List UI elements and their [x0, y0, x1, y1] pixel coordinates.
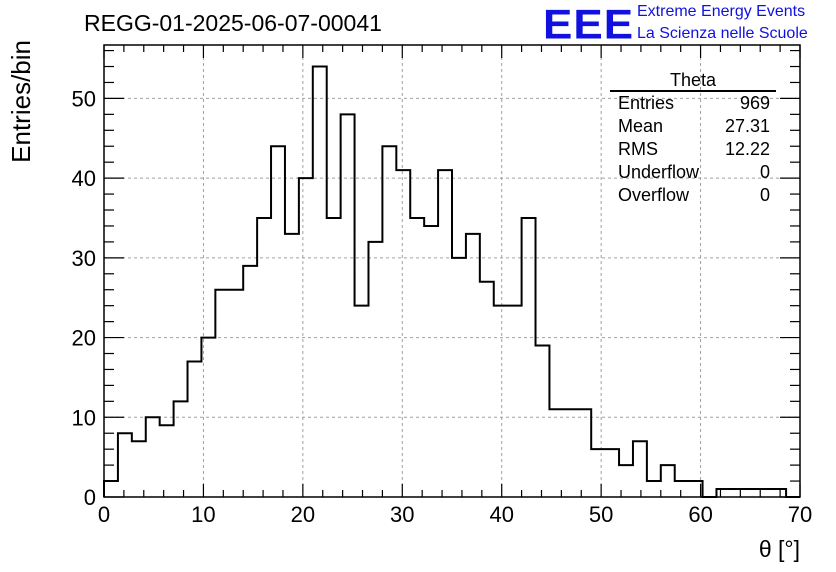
- stats-label: Overflow: [618, 185, 690, 205]
- x-tick-label: 40: [489, 502, 513, 527]
- plot-frame: [103, 44, 801, 498]
- y-tick-label: 20: [72, 326, 96, 351]
- x-tick-label: 50: [589, 502, 613, 527]
- stats-value: 969: [739, 93, 770, 113]
- stats-row-mean: Mean 27.31: [610, 115, 776, 138]
- x-tick-label: 70: [788, 502, 812, 527]
- run-title: REGG-01-2025-06-07-00041: [84, 10, 382, 36]
- stats-title: Theta: [610, 70, 776, 92]
- stats-box: Theta Entries 969 Mean 27.31 RMS 12.22 U…: [610, 70, 776, 207]
- x-tick-label: 0: [98, 502, 110, 527]
- stats-row-entries: Entries 969: [610, 92, 776, 115]
- stats-label: RMS: [618, 139, 658, 159]
- stats-value: 0: [759, 162, 770, 182]
- y-tick-label: 40: [72, 166, 96, 191]
- stats-label: Entries: [618, 93, 675, 113]
- logo-line-2: La Scienza nelle Scuole: [637, 25, 808, 42]
- stats-label: Mean: [618, 116, 664, 136]
- y-tick-label: 50: [72, 86, 96, 111]
- y-tick-label: 30: [72, 246, 96, 271]
- x-tick-labels: 0 10 20 30 40 50 60 70: [98, 502, 812, 527]
- y-tick-label: 0: [84, 485, 96, 510]
- y-tick-labels: 0 10 20 30 40 50: [72, 86, 96, 510]
- logo-line-1: Extreme Energy Events: [637, 3, 806, 20]
- stats-row-overflow: Overflow 0: [610, 184, 776, 207]
- stats-row-underflow: Underflow 0: [610, 161, 776, 184]
- y-axis-label: Entries/bin: [6, 40, 36, 163]
- x-tick-label: 10: [191, 502, 215, 527]
- stats-value: 0: [759, 185, 770, 205]
- y-tick-label: 10: [72, 405, 96, 430]
- stats-value: 27.31: [724, 116, 770, 136]
- x-tick-label: 30: [390, 502, 414, 527]
- x-axis-label: θ [°]: [759, 536, 800, 562]
- eee-logo-mark: EEE: [543, 1, 635, 48]
- histogram-outline: [103, 65, 800, 498]
- x-tick-label: 20: [291, 502, 315, 527]
- stats-value: 12.22: [724, 139, 770, 159]
- x-tick-label: 60: [688, 502, 712, 527]
- stats-label: Underflow: [618, 162, 700, 182]
- stats-row-rms: RMS 12.22: [610, 138, 776, 161]
- axis-ticks: [103, 45, 801, 498]
